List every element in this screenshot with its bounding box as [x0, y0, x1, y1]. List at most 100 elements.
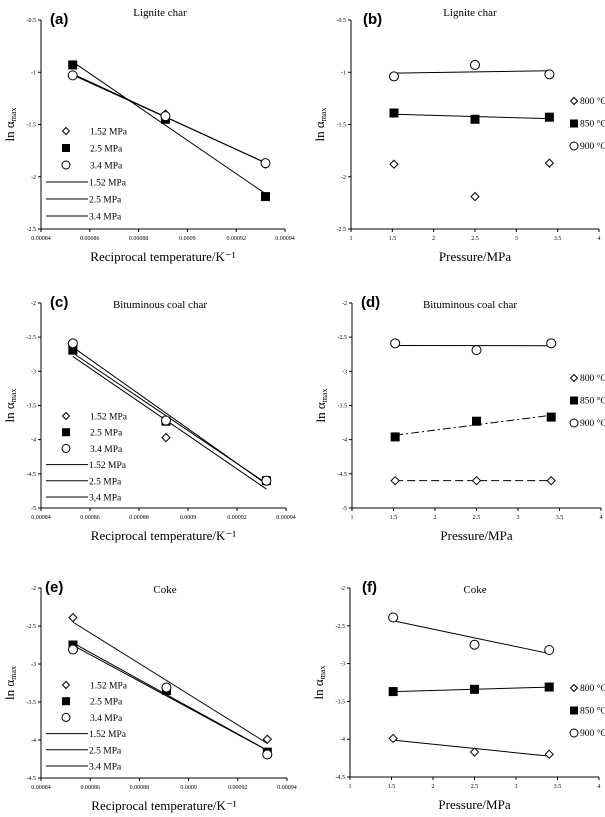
x-axis-label: Reciprocal temperature/K⁻¹	[91, 798, 236, 813]
x-tick-label: 4	[600, 515, 603, 521]
fit-line	[393, 739, 550, 757]
x-tick-label: 0.00084	[31, 785, 51, 791]
legend-label: 1.52 MPa	[90, 128, 128, 138]
y-tick-label: -4	[342, 438, 347, 444]
y-tick-label: -3.5	[336, 699, 346, 705]
fit-line	[72, 621, 268, 744]
y-tick-label: -2.5	[27, 624, 37, 630]
circle-marker	[61, 712, 71, 722]
legend-label: 3.4 MPa	[90, 445, 123, 455]
diamond-marker	[569, 96, 579, 106]
y-tick-label: -1.5	[27, 123, 37, 129]
panel-label: (d)	[361, 294, 380, 311]
square-marker	[546, 412, 556, 422]
x-tick-label: 0.00094	[277, 785, 297, 791]
diamond-marker	[569, 683, 579, 693]
panel-label: (b)	[363, 11, 382, 28]
x-tick-label: 1	[351, 515, 354, 521]
y-tick-label: -4	[31, 438, 36, 444]
fit-line	[393, 70, 550, 74]
panel-title: Bituminous coal char	[423, 299, 517, 311]
fit-line	[393, 620, 550, 655]
x-axis-label: Pressure/MPa	[439, 249, 511, 264]
panel-title: Coke	[463, 584, 486, 596]
x-tick-label: 0.00092	[227, 515, 247, 521]
square-marker	[544, 682, 554, 692]
square-marker	[570, 706, 578, 715]
circle-marker	[260, 158, 271, 169]
y-axis-label: ln αmax	[2, 666, 18, 700]
x-tick-label: 1.5	[389, 236, 397, 242]
x-axis-label: Pressure/MPa	[440, 528, 512, 543]
x-tick-label: 0.00084	[31, 236, 51, 242]
y-tick-label: -4.5	[27, 472, 37, 478]
diamond-marker	[544, 749, 554, 760]
y-tick-label: -2	[31, 586, 36, 592]
square-marker	[472, 416, 481, 426]
square-marker	[62, 144, 70, 152]
square-marker	[62, 697, 70, 706]
circle-marker	[469, 639, 480, 650]
square-marker	[62, 428, 70, 437]
circle-marker	[544, 69, 555, 80]
legend-label: 800 °C	[580, 683, 605, 694]
y-tick-label: -2	[340, 586, 345, 592]
legend-label: 850 °C	[580, 396, 605, 407]
y-tick-label: -4	[31, 738, 36, 744]
panel-e: -4.5 -4 -3.5 -3 -2.5 -2 0.00084 0.00086 0.00088 0…	[2, 579, 297, 813]
x-tick-label: 0.0009	[180, 785, 197, 791]
x-tick-label: 3	[515, 236, 518, 242]
x-axis-label: Reciprocal temperature/K⁻¹	[90, 249, 235, 264]
x-tick-label: 0.0009	[180, 515, 197, 521]
square-marker	[388, 687, 398, 697]
circle-marker	[569, 418, 579, 428]
y-tick-label: -1	[31, 70, 36, 76]
x-tick-label: 4	[598, 784, 601, 790]
x-tick-label: 0.00092	[226, 236, 246, 242]
x-tick-label: 2.5	[473, 515, 481, 521]
x-tick-label: 0.00086	[80, 515, 100, 521]
square-marker	[68, 345, 78, 355]
panel-title: Bituminous coal char	[113, 299, 207, 311]
diamond-marker	[61, 411, 71, 421]
diamond-marker	[471, 475, 482, 486]
x-tick-label: 1.5	[388, 784, 396, 790]
panel-b: -2.5 -2 -1.5 -1 -0.5 1 1.5 2 2.5 3 3.5 4 (b) Lignite …	[312, 7, 605, 264]
circle-marker	[569, 728, 579, 738]
circle-marker	[262, 749, 273, 760]
square-marker	[570, 119, 578, 128]
diamond-marker	[569, 373, 579, 383]
x-tick-label: 0.00084	[31, 515, 51, 521]
square-marker	[470, 684, 479, 694]
panel-label: (f)	[362, 579, 377, 596]
circle-marker	[67, 70, 78, 81]
legend-label: 1.52 MPa	[90, 682, 128, 692]
y-tick-label: -4	[340, 737, 345, 743]
square-marker	[470, 114, 480, 124]
x-tick-label: 0.00086	[80, 236, 100, 242]
y-tick-label: -2.5	[27, 227, 37, 233]
y-tick-label: -0.5	[27, 18, 37, 24]
legend-label: 3.4 MPa	[90, 714, 123, 724]
x-tick-label: 3.5	[554, 236, 562, 242]
x-tick-label: 0.00094	[275, 236, 295, 242]
legend-line-label: 1.52 MPa	[89, 730, 127, 740]
x-tick-label: 3	[517, 515, 520, 521]
circle-marker	[471, 345, 482, 356]
y-tick-label: -3.5	[338, 404, 348, 410]
legend-label: 800 °C	[580, 96, 605, 107]
y-tick-label: -2	[341, 175, 346, 181]
y-tick-label: -1	[341, 70, 346, 76]
circle-marker	[261, 475, 272, 486]
circle-marker	[544, 644, 555, 655]
circle-marker	[160, 415, 171, 426]
legend-label: 2.5 MPa	[90, 429, 123, 439]
diamond-marker	[388, 733, 398, 744]
y-tick-label: -2	[31, 301, 36, 307]
y-tick-label: -2.5	[27, 335, 37, 341]
diamond-marker	[161, 432, 171, 443]
panel-label: (c)	[50, 294, 68, 311]
x-tick-label: 0.00088	[129, 515, 149, 521]
y-axis-label: ln αmax	[2, 108, 18, 142]
